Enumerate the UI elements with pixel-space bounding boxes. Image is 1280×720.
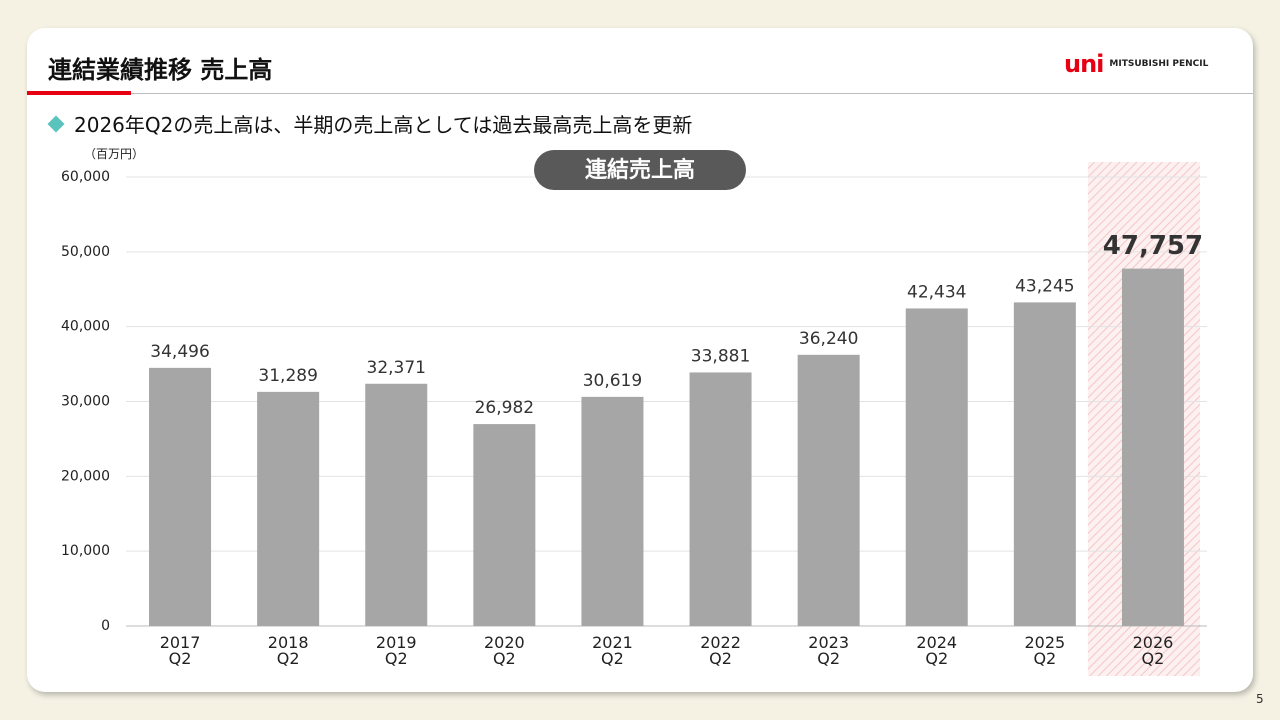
y-unit: （百万円）	[84, 147, 145, 161]
chart-title: 連結売上高	[585, 157, 695, 183]
x-tick-label: 2025 Q2	[1024, 633, 1066, 668]
logo-mark: uni	[1064, 50, 1104, 78]
x-tick-label: 2024 Q2	[916, 633, 958, 668]
y-tick-label: 50,000	[61, 244, 110, 260]
y-tick-label: 0	[101, 618, 110, 634]
logo: uni MITSUBISHI PENCIL	[1064, 50, 1208, 78]
bar	[581, 396, 644, 626]
bar	[257, 391, 320, 626]
value-label: 26,982	[475, 398, 534, 418]
value-label: 30,619	[583, 371, 642, 391]
x-tick-label: 2026 Q2	[1132, 633, 1174, 668]
x-tick-label: 2017 Q2	[159, 633, 201, 668]
bar	[365, 383, 428, 626]
value-label: 36,240	[799, 329, 858, 349]
x-tick-label: 2018 Q2	[267, 633, 309, 668]
x-tick-label: 2023 Q2	[808, 633, 849, 668]
x-tick-label: 2019 Q2	[375, 633, 417, 668]
bar	[905, 308, 968, 626]
bar	[689, 372, 752, 626]
value-label: 42,434	[907, 282, 966, 302]
slide-title: 連結業績推移 売上高	[48, 56, 273, 84]
y-tick-label: 30,000	[61, 394, 110, 410]
bar	[1013, 302, 1076, 626]
title-rule	[131, 93, 1253, 94]
x-tick-label: 2022 Q2	[700, 633, 741, 668]
y-tick-label: 20,000	[61, 468, 110, 484]
title-accent	[27, 91, 131, 95]
y-tick-label: 10,000	[61, 543, 110, 559]
x-tick-label: 2021 Q2	[592, 633, 633, 668]
bar	[797, 354, 860, 626]
value-label: 47,757	[1103, 231, 1203, 261]
bar	[1121, 268, 1184, 626]
value-label: 31,289	[258, 366, 317, 386]
y-tick-label: 60,000	[61, 169, 110, 185]
y-tick-label: 40,000	[61, 319, 110, 335]
value-label: 43,245	[1015, 276, 1074, 296]
bar	[473, 424, 536, 626]
bar	[149, 367, 212, 626]
value-label: 32,371	[367, 358, 426, 378]
bullet: 2026年Q2の売上高は、半期の売上高としては過去最高売上高を更新	[50, 109, 692, 138]
value-label: 34,496	[150, 342, 209, 362]
value-label: 33,881	[691, 346, 750, 366]
logo-text: MITSUBISHI PENCIL	[1109, 59, 1209, 69]
chart-title-bg	[534, 150, 746, 190]
page-number: 5	[1256, 692, 1264, 706]
x-tick-label: 2020 Q2	[483, 633, 525, 668]
